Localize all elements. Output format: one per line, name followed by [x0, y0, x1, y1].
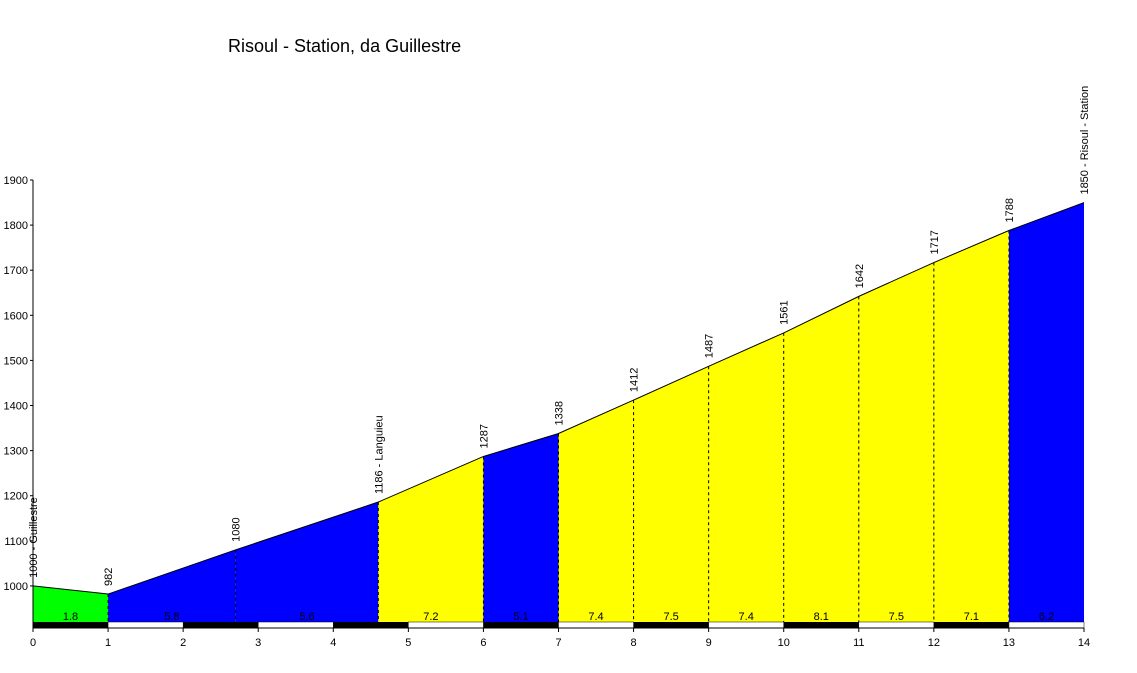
gradient-label: 7.5: [663, 611, 678, 623]
km-bar-white: [558, 621, 634, 629]
y-tick-label: 1300: [4, 446, 28, 458]
km-bar-black: [33, 622, 109, 628]
segment-area-3: [235, 502, 379, 622]
y-axis-ticks: 1000 1100 1200 1300 1400 1500 1600 1700 1800 1900: [4, 175, 33, 593]
profile-segments: [33, 202, 1084, 622]
elevation-label: 1788: [1004, 198, 1016, 222]
segment-area-11: [933, 230, 1009, 622]
segment-dividers: [107, 230, 1010, 622]
x-tick-label: 4: [330, 637, 336, 649]
x-tick-label: 1: [105, 637, 111, 649]
gradient-label: 5.6: [299, 611, 314, 623]
gradient-label: 7.5: [889, 611, 904, 623]
x-tick-label: 11: [853, 637, 864, 649]
gradient-label: 6.2: [1039, 611, 1054, 623]
segment-area-7: [633, 366, 709, 622]
gradient-label: 7.4: [739, 611, 754, 623]
gradient-labels: 1.8 5.8 5.6 7.2 5.1 7.4 7.5 7.4 8.1 7.5 7.1 6.2: [63, 611, 1054, 623]
y-tick-label: 1400: [4, 401, 28, 413]
km-bar-white: [408, 621, 484, 629]
segment-area-2: [108, 549, 236, 622]
x-tick-label: 8: [631, 637, 637, 649]
elevation-label: 1287: [478, 424, 490, 448]
gradient-label: 7.2: [423, 611, 438, 623]
profile-line: [32, 202, 1085, 595]
km-scale-bar: [33, 621, 1085, 629]
km-bar-black: [633, 622, 709, 628]
segment-area-1: [33, 585, 109, 622]
gradient-label: 8.1: [814, 611, 829, 623]
segment-area-12: [1008, 202, 1084, 622]
segment-area-10: [858, 262, 934, 622]
segment-area-8: [708, 332, 784, 622]
elevation-label: 1338: [554, 401, 566, 425]
x-tick-label: 2: [180, 637, 186, 649]
x-tick-label: 3: [255, 637, 261, 649]
x-tick-label: 12: [928, 637, 940, 649]
km-bar-white: [858, 621, 935, 629]
segment-area-5: [483, 433, 559, 622]
y-tick-label: 1000: [4, 581, 28, 593]
elevation-label: 982: [103, 568, 115, 586]
segment-area-9: [783, 296, 859, 622]
elevation-label: 1000 - Guillestre: [28, 497, 40, 578]
gradient-label: 7.1: [964, 611, 979, 623]
x-tick-label: 13: [1003, 637, 1015, 649]
elevation-label: 1850 - Risoul - Station: [1079, 86, 1091, 195]
x-tick-label: 7: [555, 637, 561, 649]
km-bar-white: [1008, 621, 1085, 629]
km-bar-black: [783, 622, 859, 628]
km-bar-white: [257, 621, 334, 629]
elevation-label: 1642: [854, 264, 866, 288]
chart-title: Risoul - Station, da Guillestre: [228, 36, 461, 56]
y-tick-label: 1800: [4, 220, 28, 232]
km-bar-black: [933, 622, 1009, 628]
segment-area-6: [558, 400, 634, 622]
elevation-label: 1186 - Languieu: [373, 415, 385, 494]
km-bar-black: [183, 622, 259, 628]
elevation-label: 1080: [231, 517, 243, 541]
km-bar-white: [708, 621, 784, 629]
gradient-label: 7.4: [588, 611, 603, 623]
y-tick-label: 1900: [4, 175, 28, 187]
km-bar-white: [107, 621, 184, 629]
elevation-label: 1561: [779, 300, 791, 324]
km-bar-black: [483, 622, 559, 628]
y-tick-label: 1100: [4, 536, 28, 548]
x-tick-label: 14: [1078, 637, 1090, 649]
gradient-label: 5.8: [164, 611, 179, 623]
y-tick-label: 1500: [4, 355, 28, 367]
x-tick-label: 6: [480, 637, 486, 649]
x-tick-label: 0: [30, 637, 36, 649]
x-axis-ticks: 0 1 2 3 4 5 6 7 8 9 10 11 12 13 14: [30, 628, 1090, 649]
elevation-label: 1717: [929, 230, 941, 254]
y-tick-label: 1600: [4, 310, 28, 322]
gradient-label: 1.8: [63, 611, 78, 623]
y-tick-label: 1200: [4, 491, 28, 503]
km-bar-black: [333, 622, 409, 628]
x-tick-label: 5: [405, 637, 411, 649]
elevation-label: 1412: [629, 368, 641, 392]
x-tick-label: 10: [778, 637, 790, 649]
x-tick-label: 9: [706, 637, 712, 649]
elevation-label: 1487: [704, 334, 716, 358]
y-tick-label: 1700: [4, 265, 28, 277]
elevation-labels: 1000 - Guillestre 982 1080 1186 - Languieu 1…: [28, 86, 1091, 586]
profile-outline: [32, 202, 1085, 595]
gradient-label: 5.1: [513, 611, 528, 623]
segment-area-4: [378, 456, 484, 622]
